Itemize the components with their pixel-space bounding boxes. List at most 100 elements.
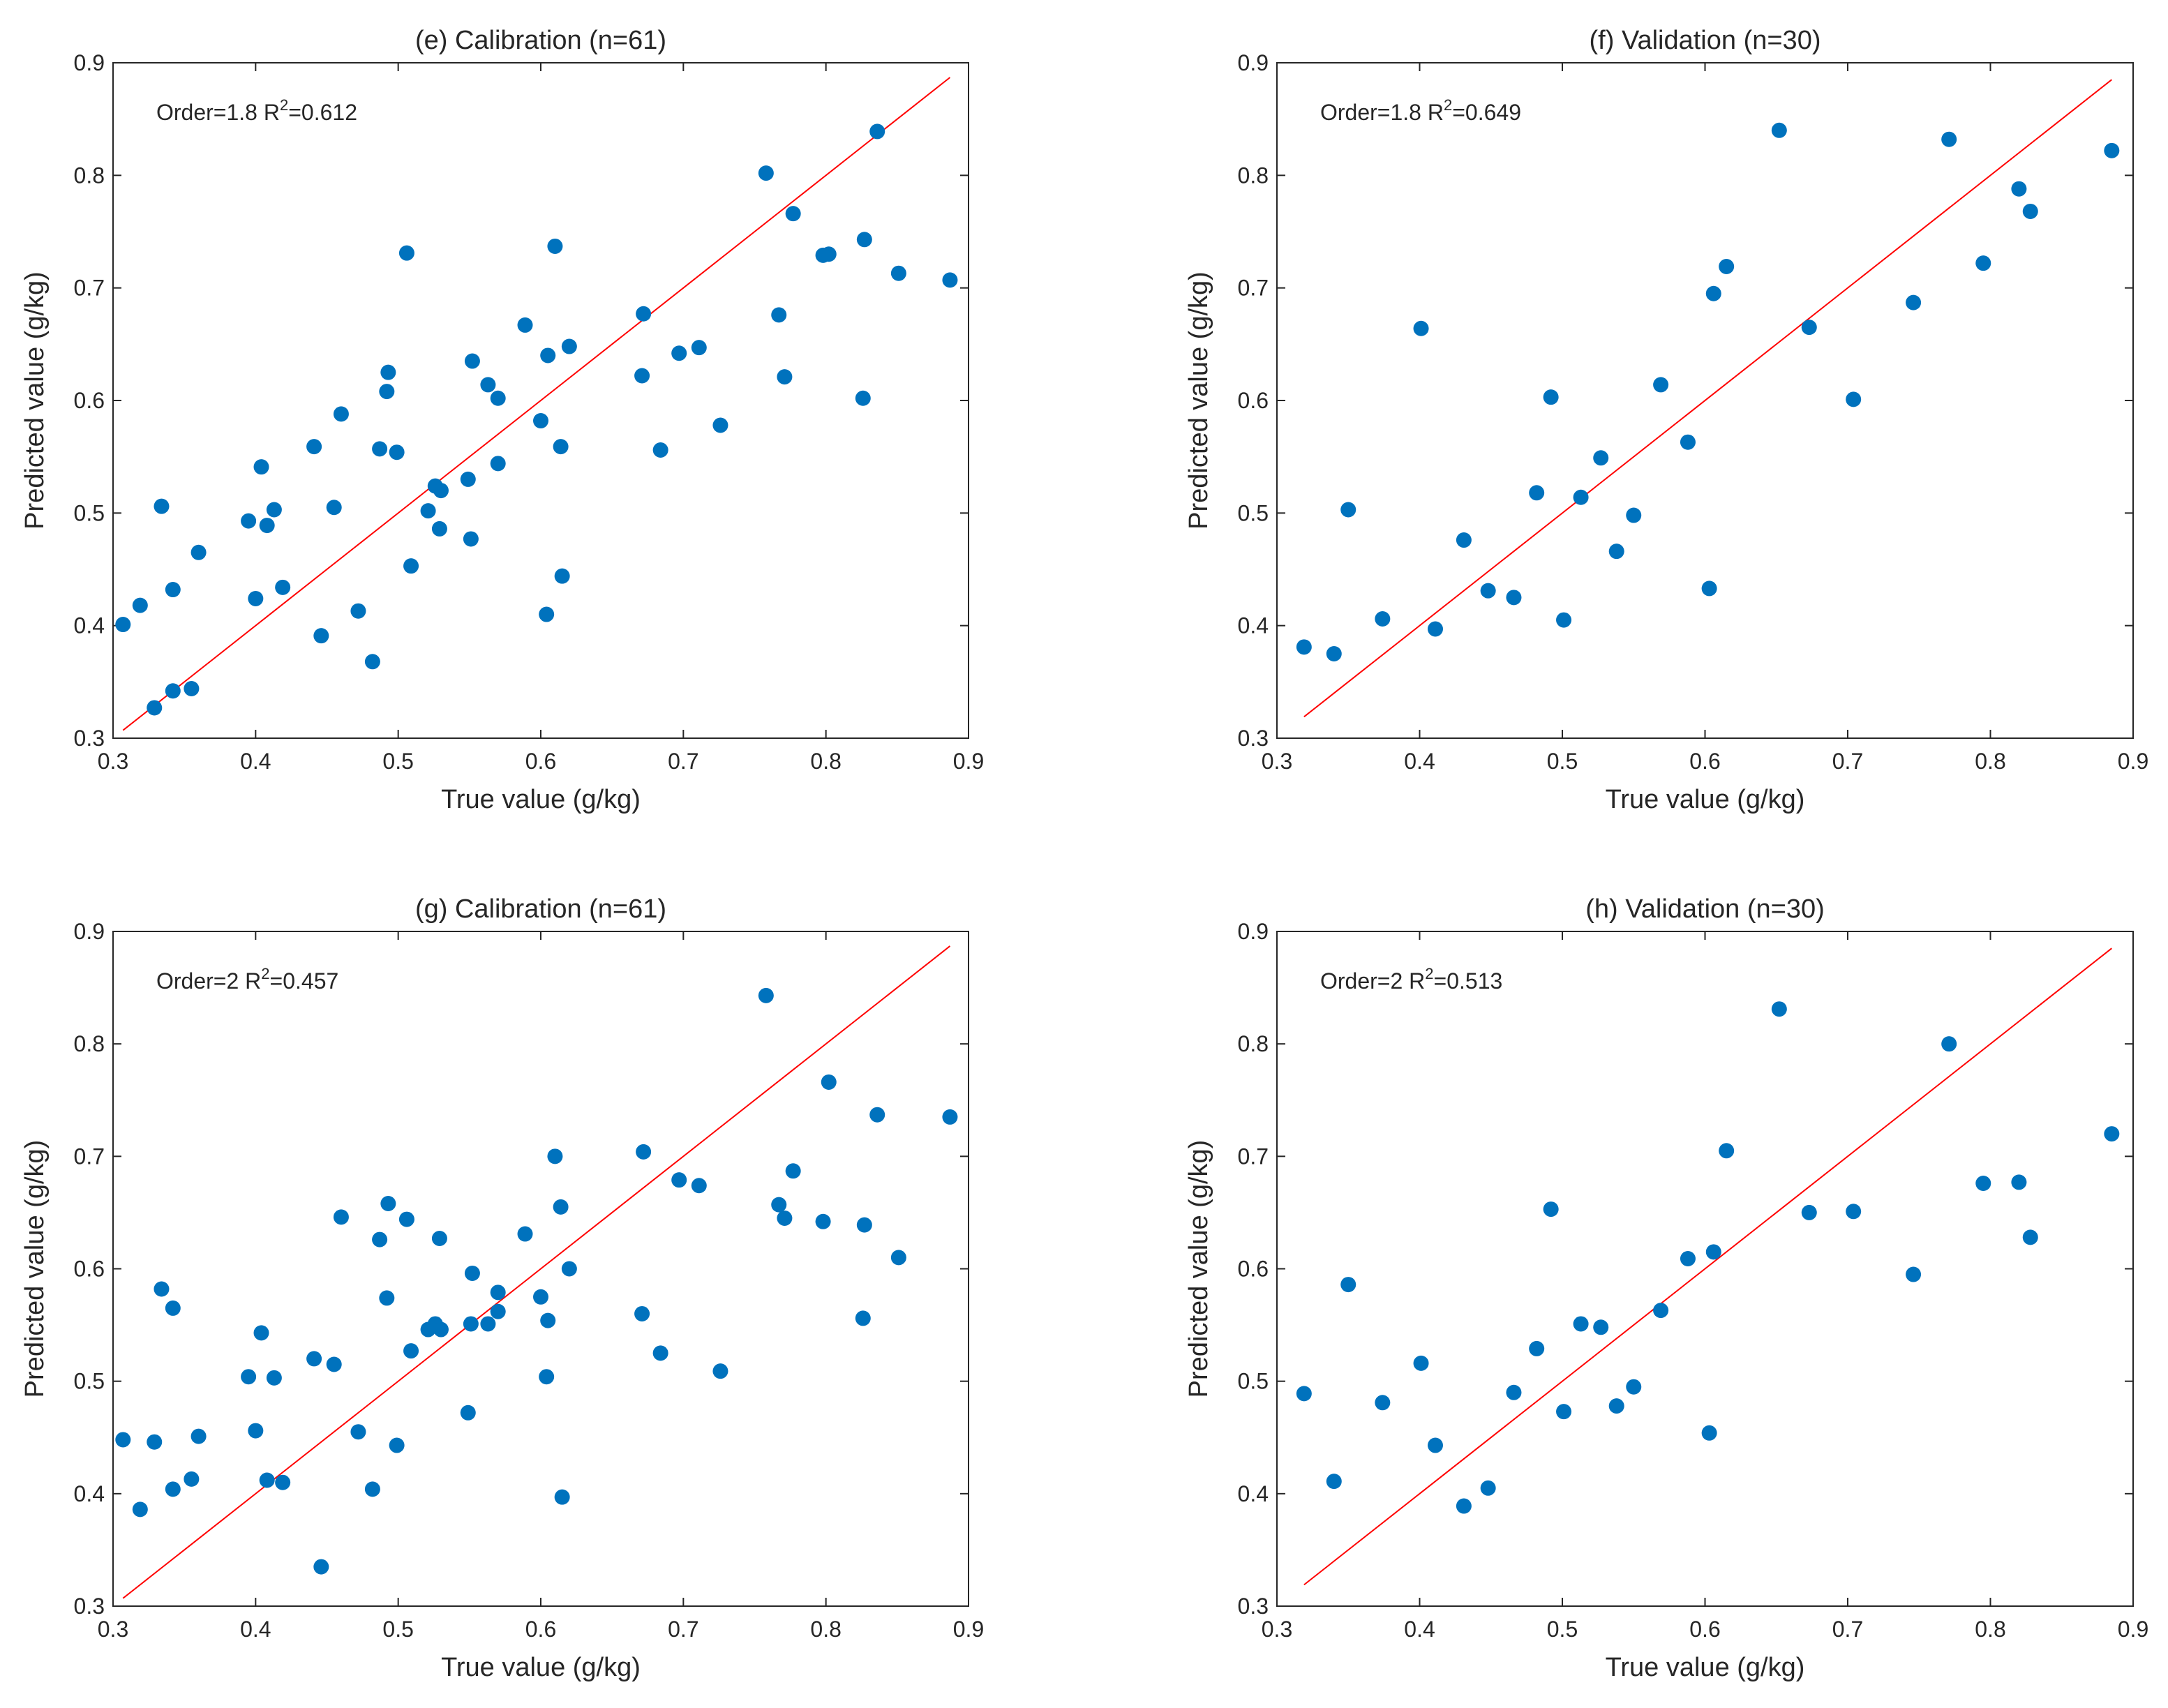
y-tick-label: 0.3 <box>74 726 105 751</box>
data-point <box>379 1290 395 1306</box>
data-point <box>561 338 577 354</box>
data-point <box>671 345 687 361</box>
y-tick-label: 0.4 <box>1238 1481 1269 1506</box>
data-point <box>1846 1204 1862 1220</box>
y-tick-label: 0.4 <box>74 613 105 638</box>
x-tick-label: 0.7 <box>668 749 698 774</box>
data-point <box>553 439 569 455</box>
chart-title: (h) Validation (n=30) <box>1585 894 1825 924</box>
data-point <box>420 503 436 519</box>
data-point <box>1941 131 1957 147</box>
y-tick-label: 0.4 <box>74 1481 105 1506</box>
data-point <box>266 502 282 518</box>
x-tick-label: 0.6 <box>1689 1617 1720 1642</box>
data-point <box>2104 142 2120 158</box>
data-point <box>540 347 556 364</box>
data-point <box>306 439 322 455</box>
data-point <box>2104 1126 2120 1142</box>
data-point <box>1413 1355 1429 1371</box>
x-tick-label: 0.5 <box>382 1617 413 1642</box>
y-tick-label: 0.6 <box>1238 1257 1269 1282</box>
data-point <box>1326 1474 1342 1490</box>
x-axis-label: True value (g/kg) <box>1606 1653 1805 1682</box>
data-point <box>1375 610 1391 627</box>
data-point <box>313 628 329 644</box>
data-point <box>1413 320 1429 336</box>
data-point <box>380 364 396 380</box>
data-point <box>433 1321 449 1338</box>
data-point <box>2011 181 2027 197</box>
panel-f-validation: 0.3 0.4 0.5 0.6 0.7 0.8 0.9 0.3 0.4 0.5 0.6 0.7 0.8 0… <box>1184 26 2148 814</box>
data-point <box>1375 1395 1391 1411</box>
data-point <box>364 1481 380 1497</box>
annotation-value: =0.513 <box>1434 968 1503 994</box>
x-tick-label: 0.8 <box>810 1617 841 1642</box>
data-point <box>539 606 555 622</box>
data-point <box>253 1325 269 1341</box>
annotation-value: =0.457 <box>270 968 339 994</box>
y-tick-label: 0.7 <box>74 276 105 301</box>
data-point <box>540 1312 556 1328</box>
data-point <box>547 1148 563 1164</box>
y-tick-label: 0.4 <box>1238 613 1269 638</box>
data-point <box>1771 122 1787 138</box>
data-point <box>2011 1174 2027 1190</box>
data-point <box>389 1437 405 1453</box>
data-point <box>855 390 871 406</box>
data-point <box>1480 583 1496 599</box>
annotation-value: =0.649 <box>1452 100 1521 125</box>
data-point <box>364 654 380 670</box>
data-point <box>539 1369 555 1385</box>
x-tick-label: 0.3 <box>98 749 128 774</box>
r-squared-annotation: Order=2 R2=0.513 <box>1320 965 1502 994</box>
data-point <box>691 340 707 356</box>
x-axis-label: True value (g/kg) <box>441 1653 641 1682</box>
data-point <box>1543 389 1559 405</box>
data-point <box>785 1163 801 1179</box>
panel-h-validation: 0.3 0.4 0.5 0.6 0.7 0.8 0.9 0.3 0.4 0.5 0.6 0.7 0.8 0… <box>1184 894 2148 1682</box>
data-point <box>259 1472 275 1488</box>
y-tick-label: 0.3 <box>1238 726 1269 751</box>
data-point <box>554 568 570 584</box>
data-point <box>266 1370 282 1386</box>
data-point <box>712 1363 728 1379</box>
data-point <box>154 498 170 514</box>
x-tick-label: 0.5 <box>1547 1617 1578 1642</box>
y-tick-label: 0.8 <box>74 1031 105 1056</box>
data-point <box>1626 507 1642 523</box>
x-tick-label: 0.4 <box>240 1617 271 1642</box>
data-point <box>2022 1229 2038 1245</box>
data-point <box>821 1074 837 1090</box>
data-point <box>1906 1266 1922 1282</box>
y-tick-label: 0.9 <box>74 50 105 75</box>
y-axis-label: Predicted value (g/kg) <box>20 271 50 530</box>
data-point <box>517 317 533 333</box>
data-point <box>1340 502 1356 518</box>
data-point <box>2022 203 2038 219</box>
data-point <box>165 1481 181 1497</box>
data-point <box>372 1231 388 1248</box>
data-point <box>1608 1398 1624 1414</box>
data-point <box>1556 1404 1572 1420</box>
data-point <box>184 681 200 697</box>
data-point <box>115 617 131 633</box>
y-tick-label: 0.8 <box>1238 163 1269 188</box>
x-tick-label: 0.5 <box>1547 749 1578 774</box>
data-point <box>771 1197 787 1213</box>
data-point <box>1975 255 1991 271</box>
x-tick-label: 0.9 <box>953 1617 984 1642</box>
data-point <box>1573 1316 1589 1332</box>
data-point <box>1626 1379 1642 1395</box>
annotation-prefix: Order=1.8 R <box>1320 100 1444 125</box>
y-tick-label: 0.7 <box>1238 276 1269 301</box>
data-point <box>712 417 728 433</box>
reference-line <box>122 945 951 1599</box>
data-point <box>350 603 366 619</box>
data-point <box>1296 1386 1312 1402</box>
data-point <box>372 441 388 457</box>
data-point <box>1556 612 1572 628</box>
data-point <box>821 246 837 262</box>
x-tick-label: 0.3 <box>1262 1617 1292 1642</box>
data-point <box>1427 1437 1443 1453</box>
